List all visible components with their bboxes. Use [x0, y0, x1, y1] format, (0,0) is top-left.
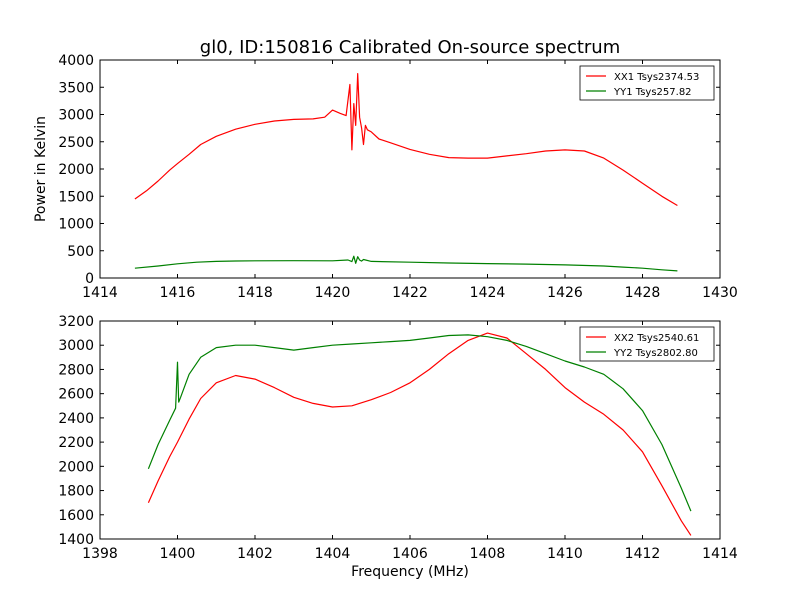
- bottom-chart-y-tick-label: 1600: [58, 508, 94, 524]
- top-chart-legend-label-2: YY1 Tsys257.82: [613, 87, 692, 98]
- top-chart-y-tick-label: 2000: [58, 162, 94, 178]
- bottom-chart-x-tick-label: 1412: [625, 546, 661, 562]
- bottom-chart-y-tick-label: 2200: [58, 435, 94, 451]
- bottom-chart-x-tick-label: 1402: [237, 546, 273, 562]
- bottom-chart-legend-label-2: YY2 Tsys2802.80: [613, 348, 698, 359]
- bottom-chart-x-tick-label: 1406: [392, 546, 428, 562]
- figure-title: gl0, ID:150816 Calibrated On-source spec…: [200, 37, 620, 58]
- top-chart-legend-label-1: XX1 Tsys2374.53: [614, 72, 699, 83]
- top-chart-y-tick-label: 0: [85, 271, 94, 287]
- top-chart-x-tick-label: 1414: [82, 285, 118, 301]
- bottom-chart-y-tick-label: 2800: [58, 362, 94, 378]
- top-chart-x-tick-label: 1422: [392, 285, 428, 301]
- top-chart-y-tick-label: 500: [67, 244, 94, 260]
- bottom-chart-legend-box: [579, 326, 715, 362]
- bottom-chart-y-tick-label: 3200: [58, 314, 94, 330]
- top-chart-x-tick-label: 1430: [702, 285, 738, 301]
- bottom-chart-y-tick-label: 2400: [58, 411, 94, 427]
- top-chart-x-tick-label: 1426: [547, 285, 583, 301]
- top-chart-y-tick-label: 3000: [58, 108, 94, 124]
- top-chart-x-tick-label: 1416: [160, 285, 196, 301]
- bottom-chart-series-line-2: [147, 334, 692, 512]
- top-chart-y-tick-label: 4000: [58, 53, 94, 69]
- bottom-chart-y-tick-label: 2000: [58, 459, 94, 475]
- top-chart-legend-box: [579, 65, 715, 101]
- top-chart-x-tick-label: 1424: [470, 285, 506, 301]
- bottom-chart-legend-label-1: XX2 Tsys2540.61: [614, 333, 699, 344]
- bottom-chart-y-tick-label: 1800: [58, 484, 94, 500]
- top-chart-series-line-2: [134, 255, 678, 272]
- bottom-chart-y-tick-label: 1400: [58, 532, 94, 548]
- top-chart-y-tick-label: 1000: [58, 217, 94, 233]
- bottom-chart-series-line-1: [147, 332, 692, 536]
- bottom-chart-x-axis-label: Frequency (MHz): [351, 564, 469, 580]
- bottom-chart-x-tick-label: 1410: [547, 546, 583, 562]
- top-chart-y-tick-label: 3500: [58, 80, 94, 96]
- top-chart-x-tick-label: 1428: [625, 285, 661, 301]
- top-chart-x-tick-label: 1420: [315, 285, 351, 301]
- top-chart-y-tick-label: 2500: [58, 135, 94, 151]
- bottom-chart-y-tick-label: 2600: [58, 387, 94, 403]
- bottom-chart-y-tick-label: 3000: [58, 338, 94, 354]
- bottom-chart-x-tick-label: 1404: [315, 546, 351, 562]
- bottom-chart-x-tick-label: 1408: [470, 546, 506, 562]
- bottom-chart-x-tick-label: 1414: [702, 546, 738, 562]
- top-chart-x-tick-label: 1418: [237, 285, 273, 301]
- top-chart-y-axis-label: Power in Kelvin: [33, 116, 49, 222]
- top-chart-y-tick-label: 1500: [58, 189, 94, 205]
- bottom-chart-x-tick-label: 1398: [82, 546, 118, 562]
- bottom-chart-x-tick-label: 1400: [160, 546, 196, 562]
- top-chart-series-line-1: [134, 72, 678, 207]
